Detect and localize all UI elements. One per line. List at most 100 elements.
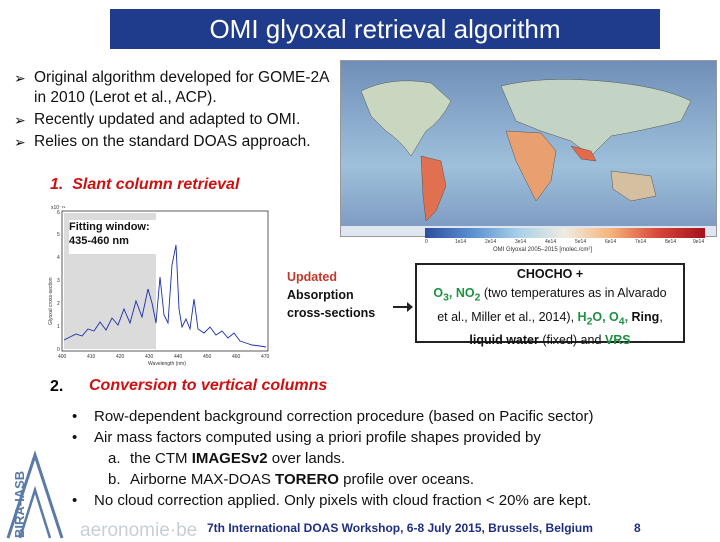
colorbar-tick: 6e14 [605, 239, 617, 245]
y-tick: 2 [57, 301, 60, 307]
section-2-number: 2. [50, 378, 64, 395]
fit-label-line: Fitting window: [69, 221, 150, 233]
y-tick: 3 [57, 278, 60, 284]
arrow-bullet-icon: ➢ [14, 134, 26, 150]
x-axis-label: Wavelength (nm) [148, 361, 186, 367]
cross-sections-box: CHOCHO + O3, NO2 (two temperatures as in… [415, 263, 685, 347]
y-axis-label: Glyoxal cross-section [48, 277, 54, 325]
liquid-water-term: liquid water [469, 333, 539, 347]
sub-item-text: profile over oceans. [338, 471, 475, 488]
box-line: et al., Miller et al., 2014), H2O, O4, R… [437, 309, 663, 328]
ring-term: Ring [631, 309, 660, 324]
page-number: 8 [634, 521, 641, 535]
fitting-window-label: Fitting window: 435-460 nm [69, 220, 157, 254]
sub-item-letter: a. [108, 450, 121, 467]
bullet-text: Recently updated and adapted to OMI. [34, 111, 301, 128]
h2o-species: H [577, 309, 587, 324]
arrow-bullet-icon: ➢ [14, 112, 26, 128]
updated-line: Updated [287, 270, 337, 284]
list-item-text: Air mass factors computed using a priori… [94, 429, 541, 446]
sub-list-item: b. Airborne MAX-DOAS TORERO profile over … [72, 469, 712, 490]
o3-subscript: 3 [443, 292, 449, 304]
plot-exponent: x10⁻¹⁹ [51, 205, 66, 211]
section-2-title: Conversion to vertical columns [89, 377, 328, 394]
intro-bullets: ➢ Original algorithm developed for GOME-2… [14, 68, 344, 154]
slide-title: OMI glyoxal retrieval algorithm [110, 9, 660, 49]
bullet-dot-icon: • [72, 408, 78, 425]
world-map-image [341, 79, 716, 236]
y-tick: 4 [57, 255, 60, 261]
logo-site-text: aeronomie·be [80, 520, 198, 541]
vrs-term: VRS [604, 333, 631, 347]
sub-item-text: Airborne MAX-DOAS [130, 471, 276, 488]
logo-vertical-text: BIRA-IASB [12, 471, 27, 538]
list-item-text: Row-dependent background correction proc… [94, 408, 594, 425]
h2o-subscript: 2 [586, 316, 593, 327]
bullet-text: Relies on the standard DOAS approach. [34, 133, 311, 150]
colorbar-label: OMI Glyoxal 2005–2015 [molec./cm²] [493, 247, 593, 253]
x-tick: 430 [145, 354, 154, 360]
vertical-columns-list: • Row-dependent background correction pro… [72, 406, 712, 511]
list-item: • Air mass factors computed using a prior… [72, 427, 712, 448]
sub-item-text: the CTM [130, 450, 192, 467]
sub-item-bold: TORERO [275, 471, 339, 488]
o3-species: O [433, 286, 444, 300]
h2o-species-end: O [592, 309, 603, 324]
bullet-item: ➢ Relies on the standard DOAS approach. [14, 132, 344, 152]
section-1-number: 1. [50, 176, 64, 193]
colorbar-tick: 4e14 [545, 239, 557, 245]
colorbar-tick: 5e14 [575, 239, 587, 245]
box-text: (two temperatures as in Alvarado [480, 286, 667, 300]
fit-label-line: 435-460 nm [69, 235, 129, 247]
o4-subscript: 4 [618, 316, 625, 327]
list-item-text: No cloud correction applied. Only pixels… [94, 492, 592, 509]
x-tick: 410 [87, 354, 96, 360]
bira-iasb-logo: BIRA-IASB [6, 450, 64, 539]
colorbar-tick: 1e14 [455, 239, 467, 245]
right-arrow-icon [393, 302, 413, 312]
y-tick: 5 [57, 232, 60, 238]
map-colorbar [425, 228, 705, 238]
bullet-item: ➢ Recently updated and adapted to OMI. [14, 110, 344, 130]
box-line: liquid water (fixed) and VRS [417, 331, 683, 350]
bullet-dot-icon: • [72, 429, 78, 446]
x-tick: 450 [203, 354, 212, 360]
list-item: • No cloud correction applied. Only pixel… [72, 490, 712, 511]
sub-list-item: a. the CTM IMAGESv2 over lands. [72, 448, 712, 469]
section-1-heading: 1. Slant column retrieval [50, 176, 239, 194]
colorbar-tick: 0 [425, 239, 428, 245]
y-tick: 1 [57, 324, 60, 330]
y-tick: 0 [57, 347, 60, 353]
colorbar-tick: 7e14 [635, 239, 647, 245]
updated-line: Absorption [287, 288, 354, 302]
x-tick: 470 [261, 354, 270, 360]
y-tick: 6 [57, 210, 60, 216]
world-glyoxal-map [340, 60, 717, 237]
x-tick: 460 [232, 354, 241, 360]
colorbar-tick: 2e14 [485, 239, 497, 245]
no2-subscript: 2 [474, 292, 481, 304]
arrow-bullet-icon: ➢ [14, 70, 26, 86]
updated-line: cross-sections [287, 306, 376, 320]
no2-species: NO [455, 286, 475, 300]
x-tick: 440 [174, 354, 183, 360]
footer-text: 7th International DOAS Workshop, 6-8 Jul… [207, 521, 593, 535]
bullet-text: Original algorithm developed for GOME-2A… [34, 69, 329, 106]
sub-item-letter: b. [108, 471, 121, 488]
x-tick: 420 [116, 354, 125, 360]
section-1-title: Slant column retrieval [72, 176, 240, 193]
box-text: (fixed) and [538, 333, 605, 347]
sub-item-bold: IMAGESv2 [191, 450, 268, 467]
colorbar-tick: 9e14 [693, 239, 705, 245]
x-tick: 400 [58, 354, 67, 360]
bullet-item: ➢ Original algorithm developed for GOME-2… [14, 68, 344, 108]
box-text: et al., Miller et al., 2014), [437, 309, 578, 324]
list-item: • Row-dependent background correction pro… [72, 406, 712, 427]
box-line: O3, NO2 (two temperatures as in Alvarado [433, 286, 667, 304]
colorbar-tick: 8e14 [665, 239, 677, 245]
box-line: CHOCHO + [516, 267, 584, 281]
updated-cross-sections-label: Updated Absorption cross-sections [287, 268, 375, 322]
sub-item-text: over lands. [267, 450, 346, 467]
colorbar-tick: 3e14 [515, 239, 527, 245]
o4-species: O [609, 309, 619, 324]
